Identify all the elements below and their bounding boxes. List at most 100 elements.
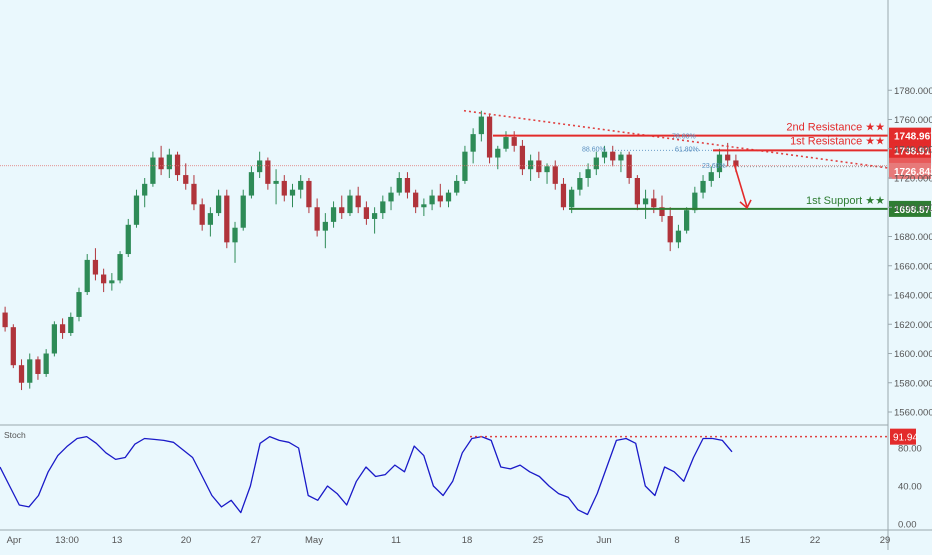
time-tick-label: 15 xyxy=(740,535,751,546)
price-tag-support-1-bg xyxy=(889,200,931,217)
candle-body xyxy=(158,157,164,170)
time-tick-label: 18 xyxy=(462,535,473,546)
stoch-tick-label: 0.00 xyxy=(898,520,917,531)
candle-body xyxy=(585,169,591,178)
candle-body xyxy=(601,151,608,158)
candle-body xyxy=(84,259,90,293)
price-tag-trendline-bg xyxy=(889,162,931,179)
price-tag-support-1: 1698.874 xyxy=(894,205,932,216)
stoch-title: Stoch xyxy=(4,430,26,440)
support-1-text: 1st Support ★★ xyxy=(806,195,885,207)
candle-body xyxy=(224,195,230,243)
candle-body xyxy=(527,160,534,170)
candle-body xyxy=(725,154,731,161)
time-tick-label: 25 xyxy=(533,535,544,546)
candle-body xyxy=(413,192,419,208)
candle-body xyxy=(59,324,66,334)
candle-body xyxy=(298,180,304,190)
candle-body xyxy=(363,207,370,219)
candle-body xyxy=(610,151,616,161)
candle-body xyxy=(35,359,41,374)
candle-body xyxy=(495,148,501,158)
price-tag-resistance-1: 1738.917 xyxy=(894,146,932,157)
price-tag-resistance-2-bg xyxy=(889,127,931,144)
time-tick-label: 13 xyxy=(112,535,123,546)
price-tick-label: 1700.000 xyxy=(894,203,932,214)
candle-body xyxy=(142,183,148,196)
candle-body xyxy=(634,178,640,205)
candle-body xyxy=(692,192,698,211)
candle-body xyxy=(248,172,255,196)
candle-body xyxy=(536,160,542,173)
candle-body xyxy=(708,172,714,181)
resistance-2-text: 2nd Resistance ★★ xyxy=(786,122,885,134)
projection-arrow xyxy=(733,163,748,208)
time-tick-label: 11 xyxy=(391,535,401,546)
stoch-tick-label: 80.00 xyxy=(898,444,922,455)
price-tick-label: 1760.000 xyxy=(894,115,932,126)
candle-body xyxy=(109,280,115,284)
annotations: 78.60% 88.60% 61.80% 23.60% 2nd Resistance ★… xyxy=(0,109,932,217)
candle-body xyxy=(593,157,599,170)
time-tick-label: 13:00 xyxy=(55,535,79,546)
candlesticks xyxy=(2,110,739,391)
candle-body xyxy=(577,178,583,190)
candle-body xyxy=(404,178,411,193)
projection-arrowhead xyxy=(739,199,752,210)
candle-body xyxy=(716,154,723,173)
candle-body xyxy=(314,207,320,231)
candle-body xyxy=(659,207,665,217)
fib-label: 78.60% xyxy=(672,134,696,141)
candle-body xyxy=(68,316,74,334)
candle-body xyxy=(544,166,550,173)
price-tag-trendline: 1726.843 xyxy=(894,167,932,178)
candle-body xyxy=(437,195,443,202)
resistance-1-text: 1st Resistance ★★ xyxy=(790,135,885,147)
candle-body xyxy=(183,175,189,184)
candle-body xyxy=(569,189,575,208)
candle-body xyxy=(486,116,493,158)
candle-body xyxy=(396,178,402,193)
candle-body xyxy=(667,216,673,243)
price-tag-resistance-2: 1748.967 xyxy=(894,132,932,143)
candle-body xyxy=(454,180,460,193)
candle-body xyxy=(330,207,337,222)
candle-body xyxy=(421,204,427,208)
candle-body xyxy=(339,207,345,214)
candle-body xyxy=(240,195,246,228)
candle-body xyxy=(232,227,238,243)
price-tick-label: 1640.000 xyxy=(894,291,932,302)
fib-label: 61.80% xyxy=(675,146,699,153)
candle-body xyxy=(733,160,739,167)
candle-body xyxy=(626,154,632,178)
stoch-pane: Stoch 91.94 xyxy=(0,428,918,516)
candle-body xyxy=(675,230,682,243)
price-tick-label: 1560.000 xyxy=(894,408,932,419)
time-tick-label: 29 xyxy=(880,535,891,546)
candle-body xyxy=(700,180,706,193)
candle-body xyxy=(684,210,690,231)
candle-body xyxy=(281,180,287,196)
candle-body xyxy=(199,204,205,225)
price-tick-label: 1740.000 xyxy=(894,144,932,155)
candle-body xyxy=(92,259,99,275)
candle-body xyxy=(388,192,394,202)
candle-body xyxy=(10,327,16,366)
candle-body xyxy=(347,195,353,214)
candle-body xyxy=(306,180,312,208)
time-tick-label: 22 xyxy=(810,535,821,546)
candle-body xyxy=(355,195,361,208)
candle-body xyxy=(27,359,33,383)
price-tag-resistance-1-bg xyxy=(889,142,931,159)
candle-body xyxy=(76,292,82,317)
price-tick-label: 1600.000 xyxy=(894,349,932,360)
candle-body xyxy=(322,221,328,231)
time-tick-label: Apr xyxy=(7,535,22,546)
candle-body xyxy=(166,154,172,170)
stoch-tick-label: 40.00 xyxy=(898,482,922,493)
candle-body xyxy=(101,274,107,284)
candle-body xyxy=(150,157,156,184)
